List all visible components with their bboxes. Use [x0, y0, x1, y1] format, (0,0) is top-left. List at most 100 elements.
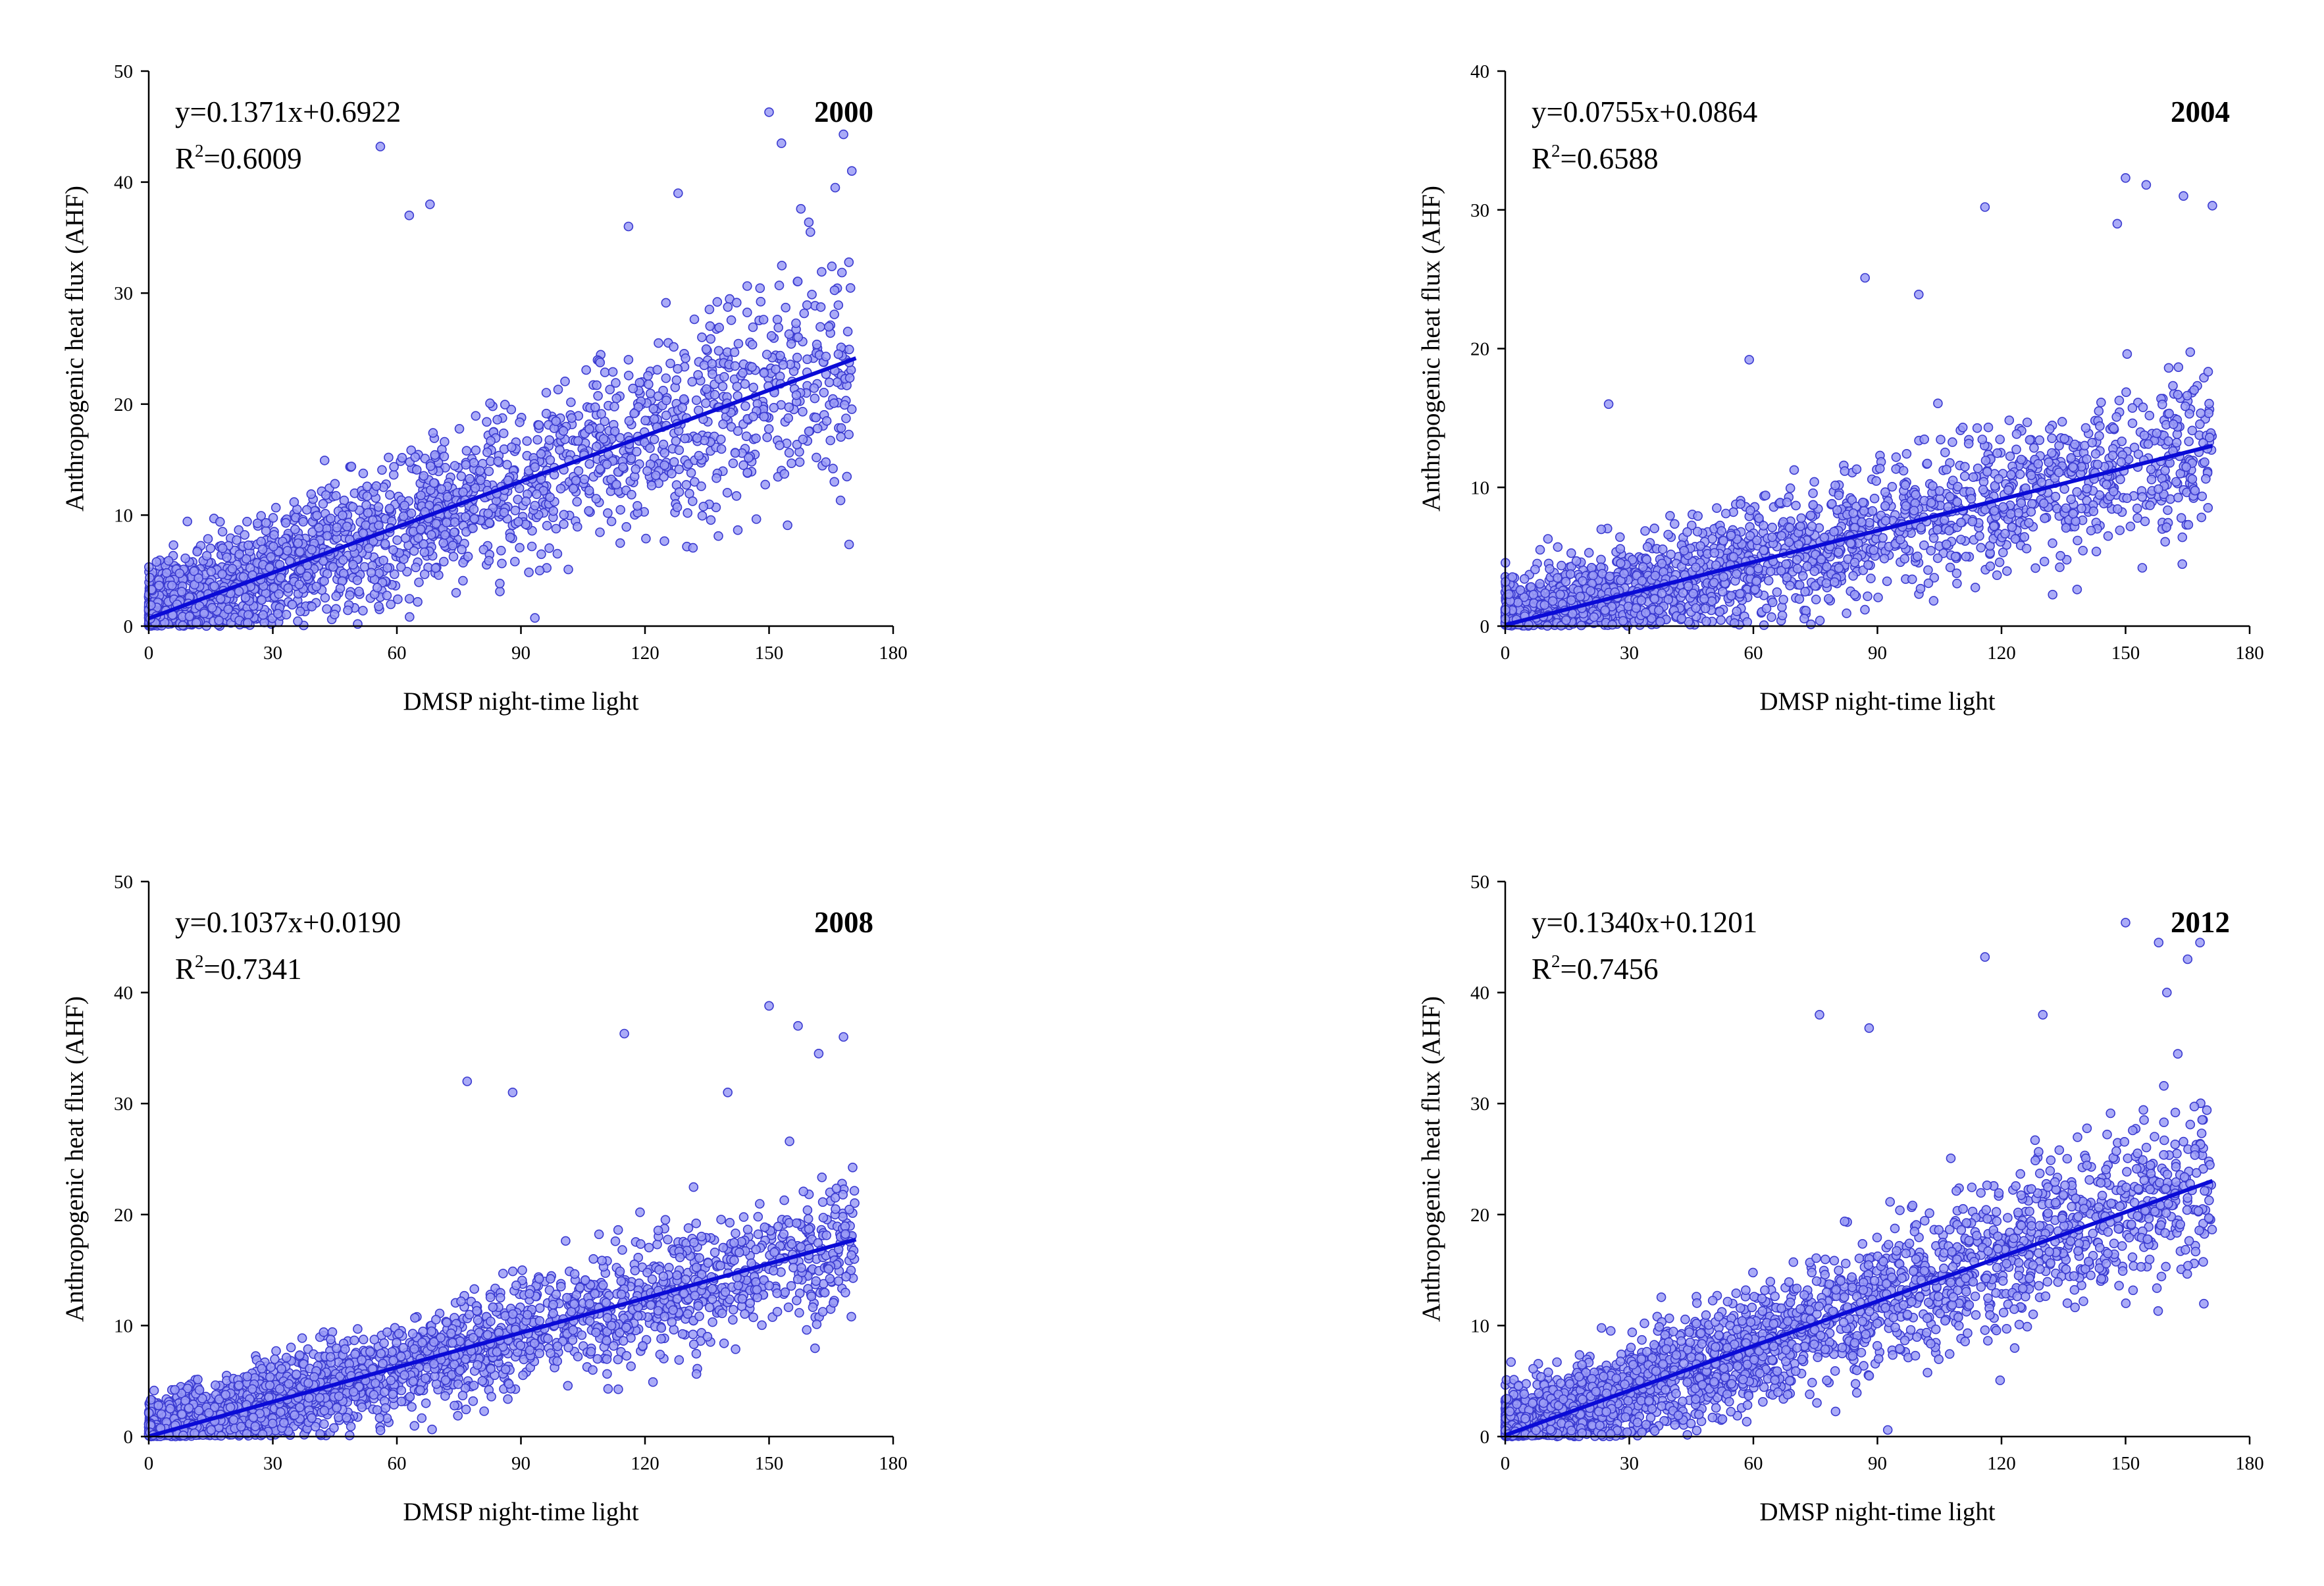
data-point	[1869, 493, 1880, 504]
data-point	[1911, 490, 1921, 500]
x-tick-label: 120	[631, 643, 659, 664]
data-point	[615, 505, 626, 515]
data-point	[832, 377, 842, 387]
data-point	[815, 302, 826, 312]
data-point	[1809, 477, 1819, 487]
data-point	[2061, 523, 2071, 533]
data-point	[1849, 557, 1860, 568]
data-point	[301, 505, 312, 515]
data-point	[798, 435, 808, 444]
data-point	[567, 413, 577, 423]
data-point	[2016, 454, 2027, 465]
data-point	[514, 483, 525, 494]
data-point	[732, 298, 742, 308]
data-point	[784, 448, 794, 458]
data-point	[502, 460, 512, 470]
data-point	[1879, 554, 1890, 564]
data-point	[1789, 465, 1799, 475]
data-point	[2164, 408, 2174, 419]
data-point	[642, 466, 652, 476]
data-point	[683, 508, 692, 518]
x-tick-label: 180	[879, 643, 908, 664]
data-point	[751, 433, 761, 444]
data-point	[844, 373, 855, 383]
data-point	[633, 500, 642, 511]
data-point	[1808, 500, 1819, 510]
data-point	[2030, 563, 2040, 573]
data-point	[615, 538, 625, 548]
data-point	[593, 390, 603, 401]
r-squared-superscript: 2	[195, 141, 204, 161]
data-point	[652, 1239, 662, 1250]
data-point	[1830, 577, 1840, 587]
data-point	[1742, 617, 1752, 627]
data-point	[1940, 447, 1950, 458]
data-point	[1901, 501, 1911, 511]
data-point	[339, 495, 349, 506]
y-tick-label: 0	[1480, 616, 1490, 637]
data-point	[384, 504, 395, 514]
r-squared-value: =0.6009	[204, 142, 302, 175]
data-point	[1575, 591, 1586, 602]
data-point	[1767, 612, 1776, 622]
data-point	[287, 600, 297, 610]
data-point	[458, 487, 468, 497]
data-point	[1975, 531, 1984, 541]
data-point	[2196, 512, 2207, 523]
data-point	[298, 517, 308, 527]
data-point	[465, 473, 475, 484]
data-point	[809, 383, 819, 393]
data-point	[199, 608, 209, 619]
data-point	[374, 601, 384, 612]
data-point	[1992, 570, 2002, 581]
data-point	[280, 517, 291, 528]
data-point	[2029, 442, 2039, 453]
data-point	[2004, 415, 2015, 425]
data-point	[498, 428, 509, 438]
data-point	[396, 562, 406, 572]
data-point	[2002, 566, 2012, 576]
data-point	[496, 545, 506, 556]
data-point	[762, 350, 772, 359]
data-point	[779, 469, 790, 479]
data-point	[652, 365, 663, 375]
data-point	[1640, 526, 1650, 536]
data-point	[732, 381, 742, 392]
data-point	[1666, 549, 1676, 560]
data-point	[1745, 505, 1755, 515]
data-point	[2044, 457, 2053, 467]
data-point	[2115, 525, 2125, 535]
data-point	[2007, 522, 2017, 533]
data-point	[321, 490, 331, 500]
data-point	[373, 502, 384, 512]
data-point	[573, 465, 584, 476]
data-point	[674, 445, 684, 456]
data-point	[742, 307, 752, 317]
data-point	[2200, 457, 2209, 467]
data-point	[1718, 571, 1728, 582]
data-point	[792, 277, 803, 286]
data-point	[485, 398, 495, 408]
data-point	[319, 576, 329, 586]
data-point	[2005, 509, 2016, 519]
data-point	[2171, 438, 2182, 448]
data-point	[688, 496, 698, 506]
data-point	[579, 474, 590, 485]
data-point	[1875, 463, 1885, 474]
data-point	[760, 479, 770, 490]
data-point	[1791, 500, 1801, 511]
data-point	[660, 1215, 671, 1225]
data-point	[748, 383, 758, 392]
data-point	[1528, 589, 1539, 600]
data-point	[1867, 506, 1878, 516]
data-point	[759, 368, 769, 378]
data-point	[384, 490, 395, 500]
x-tick-label: 120	[1987, 643, 2016, 664]
data-point	[2025, 435, 2035, 445]
data-point	[1616, 558, 1626, 568]
data-point	[240, 530, 250, 540]
data-point	[2184, 436, 2194, 446]
data-point	[1782, 497, 1792, 508]
data-point	[448, 552, 459, 562]
data-point	[706, 515, 716, 525]
